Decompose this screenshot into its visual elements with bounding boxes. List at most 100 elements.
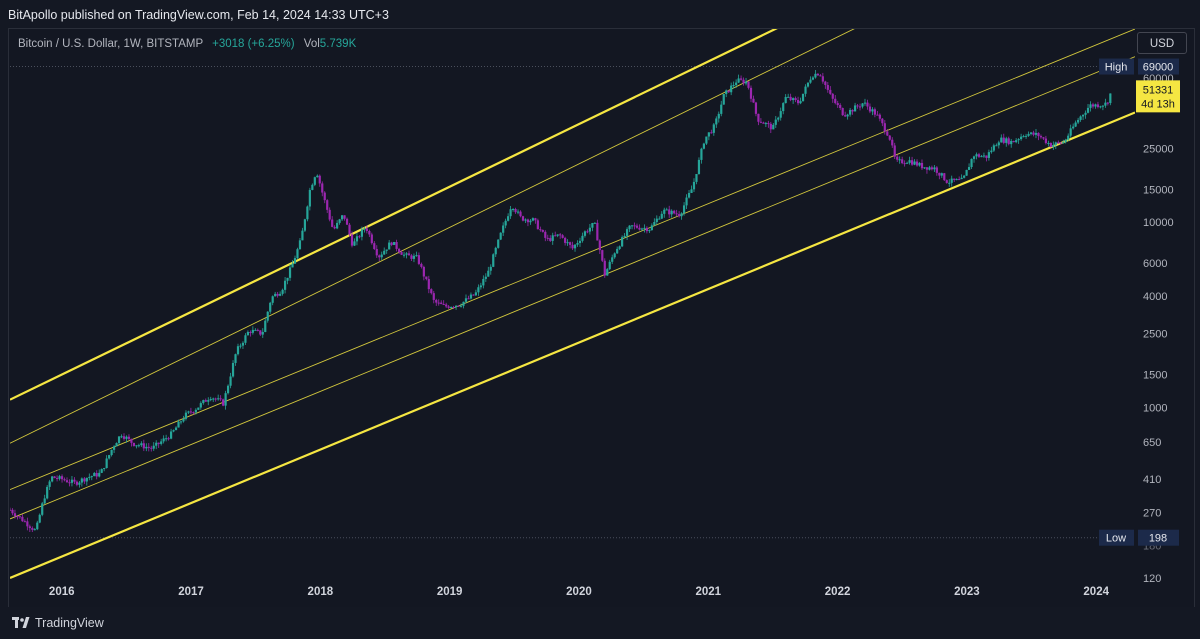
candle-body xyxy=(938,172,941,176)
candle-body xyxy=(477,287,480,293)
candle-body xyxy=(13,513,17,517)
last-price-box xyxy=(1136,80,1180,113)
candle-body xyxy=(363,228,366,230)
candle-body xyxy=(259,330,262,335)
candle-body xyxy=(380,254,383,258)
candle-body xyxy=(1042,137,1045,139)
tradingview-brand[interactable]: TradingView xyxy=(12,615,104,631)
symbol-label[interactable]: Bitcoin / U.S. Dollar, 1W, BITSTAMP xyxy=(18,38,203,50)
candle-body xyxy=(516,211,520,213)
candle-body xyxy=(1086,107,1090,113)
candle-body xyxy=(908,160,911,163)
candle-body xyxy=(296,249,299,259)
candle-body xyxy=(546,237,549,239)
candle-body xyxy=(415,255,418,257)
candle-body xyxy=(427,279,430,290)
candle-body xyxy=(212,398,215,400)
candle-body xyxy=(507,216,510,221)
candle-body xyxy=(772,124,775,130)
candle-body xyxy=(306,206,309,220)
candle-body xyxy=(373,243,376,250)
candle-body xyxy=(484,276,487,279)
candle-body xyxy=(673,210,676,214)
candle-body xyxy=(100,469,103,473)
candle-body xyxy=(68,482,71,484)
candle-body xyxy=(796,99,800,104)
candle-body xyxy=(943,173,946,181)
candle-body xyxy=(774,119,777,125)
candle-body xyxy=(88,476,91,478)
candle-body xyxy=(697,159,701,174)
candle-body xyxy=(202,400,205,404)
chart-frame[interactable] xyxy=(8,28,1195,608)
candle-body xyxy=(702,143,706,149)
candle-body xyxy=(504,220,507,226)
candle-body xyxy=(806,82,810,87)
candle-body xyxy=(601,250,604,261)
candle-body xyxy=(963,175,966,178)
candle-body xyxy=(730,85,733,93)
candle-body xyxy=(318,175,321,184)
candle-body xyxy=(308,189,311,207)
currency-button[interactable]: USD xyxy=(1137,32,1187,54)
candle-body xyxy=(1104,102,1107,106)
candle-body xyxy=(83,478,86,482)
candle-body xyxy=(385,249,388,251)
candle-body xyxy=(167,438,170,440)
candle-body xyxy=(901,159,904,164)
candle-body xyxy=(727,90,730,93)
candle-body xyxy=(353,241,356,246)
candle-body xyxy=(350,234,354,246)
price-change: +3018 (+6.25%) xyxy=(212,38,295,50)
candle-body xyxy=(967,167,971,170)
volume-label: Vol xyxy=(303,38,320,50)
candle-body xyxy=(948,182,951,184)
candle-body xyxy=(749,87,753,99)
candle-body xyxy=(871,109,874,112)
candle-body xyxy=(977,154,981,157)
candle-body xyxy=(348,224,351,235)
candle-body xyxy=(246,331,250,336)
candle-body xyxy=(400,252,403,255)
candle-body xyxy=(459,305,463,307)
candle-body xyxy=(972,156,976,159)
candle-body xyxy=(229,376,232,386)
candle-body xyxy=(1084,112,1087,115)
candle-body xyxy=(725,90,728,95)
x-tick-label: 2021 xyxy=(695,586,721,598)
channel-line xyxy=(10,56,1135,520)
candle-body xyxy=(115,443,118,447)
candle-body xyxy=(764,123,767,125)
y-tick-label: 25000 xyxy=(1143,143,1174,155)
candle-body xyxy=(997,142,1000,146)
candle-body xyxy=(611,257,614,262)
candle-body xyxy=(412,255,416,259)
candle-body xyxy=(1020,136,1023,140)
candle-body xyxy=(266,311,269,321)
candle-body xyxy=(217,398,220,400)
candle-body xyxy=(1101,105,1104,107)
candle-body xyxy=(824,81,827,86)
candle-body xyxy=(46,486,49,499)
candle-body xyxy=(313,177,316,185)
candle-body xyxy=(685,197,688,206)
candle-body xyxy=(279,293,282,296)
candle-body xyxy=(886,131,889,136)
candle-body xyxy=(1089,104,1092,108)
candle-body xyxy=(918,162,921,166)
candle-body xyxy=(668,209,671,215)
y-tick-label: 15000 xyxy=(1143,184,1174,196)
candle-body xyxy=(930,167,934,170)
candle-body xyxy=(316,175,319,178)
candle-body xyxy=(707,132,710,137)
candle-body xyxy=(705,136,708,144)
candle-body xyxy=(73,479,76,482)
candle-body xyxy=(933,167,936,170)
candle-body xyxy=(836,103,839,106)
candle-body xyxy=(375,249,378,256)
candle-body xyxy=(831,93,834,99)
candle-body xyxy=(172,430,175,432)
candle-body xyxy=(1081,114,1085,117)
candle-body xyxy=(663,209,666,214)
